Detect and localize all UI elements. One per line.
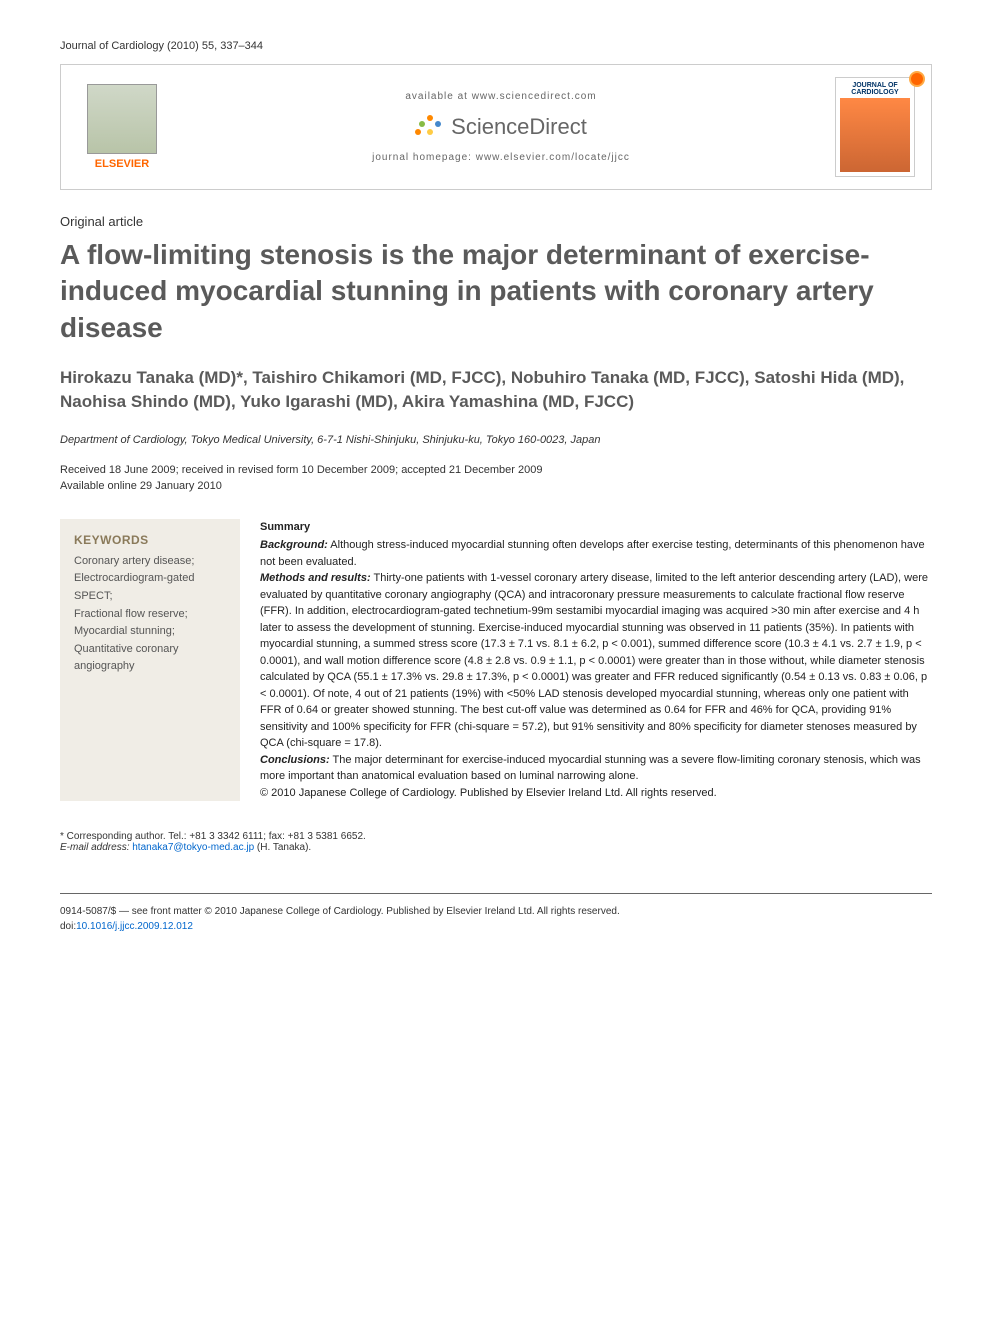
summary-background: Background: Although stress-induced myoc… <box>260 537 932 570</box>
doi-label: doi: <box>60 921 76 932</box>
received-dates: Received 18 June 2009; received in revis… <box>60 462 932 479</box>
sciencedirect-text: ScienceDirect <box>451 114 587 140</box>
doi-line: doi:10.1016/j.jjcc.2009.12.012 <box>60 919 932 934</box>
corresponding-email-line: E-mail address: htanaka7@tokyo-med.ac.jp… <box>60 842 932 853</box>
elsevier-tree-icon <box>87 84 157 154</box>
article-type: Original article <box>60 214 932 229</box>
email-label: E-mail address: <box>60 842 132 853</box>
article-title: A flow-limiting stenosis is the major de… <box>60 237 932 346</box>
authors-list: Hirokazu Tanaka (MD)*, Taishiro Chikamor… <box>60 366 932 414</box>
keywords-list: Coronary artery disease; Electrocardiogr… <box>74 553 226 676</box>
available-at-text: available at www.sciencedirect.com <box>187 91 815 102</box>
elsevier-text: ELSEVIER <box>95 158 149 170</box>
background-label: Background: <box>260 539 328 551</box>
email-link[interactable]: htanaka7@tokyo-med.ac.jp <box>132 842 254 853</box>
journal-homepage-text: journal homepage: www.elsevier.com/locat… <box>187 152 815 163</box>
methods-label: Methods and results: <box>260 572 371 584</box>
header-center: available at www.sciencedirect.com Scien… <box>167 91 835 163</box>
journal-cover-thumbnail: JOURNAL OF CARDIOLOGY <box>835 77 915 177</box>
journal-cover-image-icon <box>840 98 910 172</box>
summary-methods: Methods and results: Thirty-one patients… <box>260 570 932 752</box>
publication-dates: Received 18 June 2009; received in revis… <box>60 462 932 495</box>
content-row: KEYWORDS Coronary artery disease; Electr… <box>60 519 932 802</box>
sciencedirect-dots-icon <box>415 115 445 139</box>
issn-copyright: 0914-5087/$ — see front matter © 2010 Ja… <box>60 904 932 919</box>
conclusions-label: Conclusions: <box>260 754 330 766</box>
email-suffix: (H. Tanaka). <box>254 842 311 853</box>
open-access-badge-icon <box>909 71 925 87</box>
summary-heading: Summary <box>260 519 932 536</box>
doi-link[interactable]: 10.1016/j.jjcc.2009.12.012 <box>76 921 193 932</box>
available-online-date: Available online 29 January 2010 <box>60 478 932 495</box>
corresponding-author-section: * Corresponding author. Tel.: +81 3 3342… <box>60 831 932 853</box>
elsevier-logo: ELSEVIER <box>77 77 167 177</box>
journal-cover-title: JOURNAL OF CARDIOLOGY <box>840 82 910 96</box>
summary-copyright: © 2010 Japanese College of Cardiology. P… <box>260 785 932 802</box>
summary-conclusions: Conclusions: The major determinant for e… <box>260 752 932 785</box>
journal-reference: Journal of Cardiology (2010) 55, 337–344 <box>60 40 932 52</box>
methods-text: Thirty-one patients with 1-vessel corona… <box>260 572 928 749</box>
conclusions-text: The major determinant for exercise-induc… <box>260 754 921 783</box>
background-text: Although stress-induced myocardial stunn… <box>260 539 925 568</box>
keywords-box: KEYWORDS Coronary artery disease; Electr… <box>60 519 240 802</box>
keywords-heading: KEYWORDS <box>74 533 226 547</box>
footer-section: 0914-5087/$ — see front matter © 2010 Ja… <box>60 893 932 934</box>
affiliation: Department of Cardiology, Tokyo Medical … <box>60 434 932 446</box>
sciencedirect-logo: ScienceDirect <box>187 114 815 140</box>
summary-box: Summary Background: Although stress-indu… <box>260 519 932 802</box>
publisher-header-box: ELSEVIER available at www.sciencedirect.… <box>60 64 932 190</box>
corresponding-contact: * Corresponding author. Tel.: +81 3 3342… <box>60 831 932 842</box>
